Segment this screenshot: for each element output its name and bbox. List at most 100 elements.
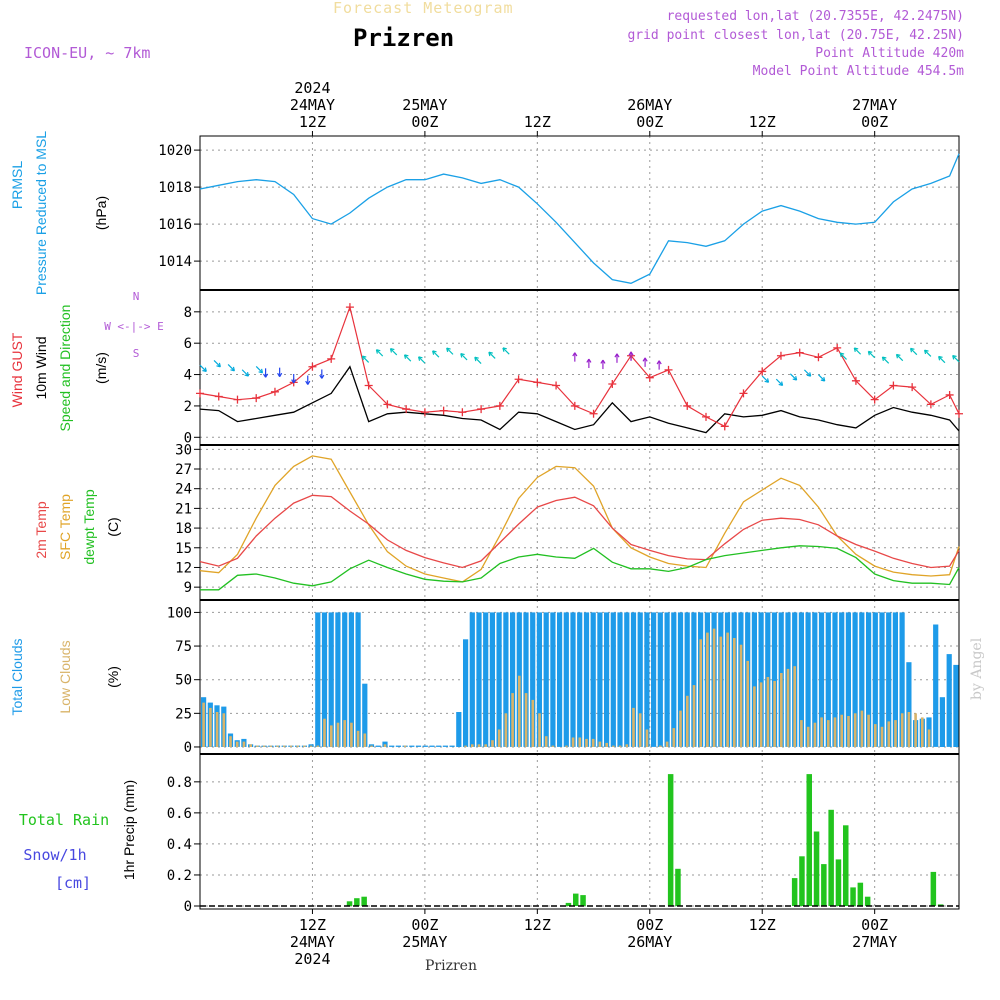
wind-arrowhead [263, 373, 269, 378]
total-cloud-bar [536, 612, 542, 747]
total-cloud-bar [389, 745, 395, 747]
low-cloud-bar [820, 717, 823, 747]
wind-arrowhead [614, 353, 620, 358]
total-cloud-bar [939, 697, 945, 747]
low-cloud-bar [330, 725, 333, 747]
rain-bar [580, 895, 586, 906]
dewpt-label: dewpt Temp [81, 489, 97, 564]
time-label-top: 00Z [636, 113, 663, 131]
wind-arrowhead [277, 372, 283, 377]
low-cloud-bar [249, 744, 252, 747]
low-cloud-bar [403, 745, 407, 747]
time-label-bottom: 12Z [524, 916, 551, 934]
rain-bar [675, 868, 681, 907]
low-cloud-bar [800, 720, 803, 747]
compass-we: W <-|-> E [104, 320, 164, 333]
low-cloud-bar [471, 744, 474, 747]
low-cloud-bar [806, 726, 810, 747]
wind-arrow [241, 369, 249, 377]
low-cloud-bar [504, 713, 508, 747]
total-cloud-bar [557, 612, 563, 747]
wind-arrow [803, 369, 812, 377]
total-cloud-bar [832, 612, 838, 747]
gust-marker [608, 379, 617, 388]
wind-arrowhead [389, 348, 395, 353]
gust-marker [233, 395, 242, 404]
wind-arrow [881, 356, 890, 364]
low-cloud-bar [840, 714, 843, 747]
time-label-top: 27MAY [852, 96, 897, 114]
rain-bar [864, 896, 871, 906]
gust-marker [926, 400, 935, 409]
gust-marker [814, 353, 823, 362]
total-cloud-bar [335, 612, 341, 747]
gust-marker [364, 381, 373, 390]
panel-frame [199, 135, 960, 291]
total-cloud-bar [879, 612, 885, 747]
total-cloud-bar [872, 612, 878, 747]
location-title: Prizren [353, 24, 455, 52]
low-cloud-bar [733, 638, 736, 747]
wind-arrowhead [867, 350, 873, 356]
low-cloud-bar [753, 686, 756, 747]
wind-arrow [227, 364, 235, 372]
total-cloud-bar [617, 612, 623, 747]
wind-arrow [938, 356, 946, 364]
wind-arrowhead [319, 374, 325, 379]
wind-arrowhead [258, 368, 264, 374]
total-cloud-bar [664, 612, 670, 747]
low-cloud-bar [746, 660, 749, 747]
total-cloud-bar [644, 612, 650, 747]
low-cloud-bar [551, 745, 555, 747]
gridpoint-coords: grid point closest lon,lat (20.75E, 42.2… [627, 28, 964, 43]
low-cloud-bar [632, 707, 635, 747]
time-label-top: 2024 [294, 79, 330, 97]
wind-dir-label: Speed and Direction [57, 305, 73, 432]
total-cloud-bar [758, 612, 764, 747]
total-cloud-bar [906, 662, 912, 747]
low-cloud-bar [276, 745, 279, 747]
total-cloud-bar [503, 612, 509, 747]
gust-marker [402, 405, 411, 414]
total-cloud-bar [845, 612, 851, 747]
y-tick-label: 75 [175, 639, 192, 655]
low-cloud-bar [242, 741, 246, 747]
wind-arrowhead [895, 353, 901, 359]
rain-bar [346, 901, 353, 906]
low-cloud-bar [706, 632, 709, 747]
total-cloud-bar [395, 745, 401, 747]
low-cloud-bar [524, 693, 528, 747]
total-cloud-bar [886, 612, 892, 747]
total-cloud-bar [415, 745, 422, 747]
temp-label: 2m Temp [33, 501, 49, 559]
low-cloud-bar [256, 745, 259, 747]
total-cloud-bar [892, 612, 898, 747]
total-cloud-bar [825, 612, 831, 747]
total-cloud-bar [449, 745, 455, 747]
total-cloud-bar [523, 612, 529, 747]
temp-line [199, 494, 960, 569]
total-cloud-bar [812, 612, 818, 747]
wind-arrowhead [375, 349, 381, 354]
rain-bar [850, 887, 856, 906]
total-cloud-bar [583, 612, 590, 747]
total-cloud-bar [859, 612, 865, 747]
total-cloud-bar [624, 612, 630, 747]
low-cloud-bar [383, 744, 387, 747]
time-label-top: 00Z [861, 113, 888, 131]
low-cloud-bar [874, 724, 877, 747]
low-cloud-bar [927, 729, 931, 747]
wind-arrow [460, 353, 468, 361]
gust-marker [533, 378, 542, 387]
total-cloud-bar [818, 612, 825, 747]
gust-marker [196, 389, 204, 398]
wind-arrowhead [628, 351, 634, 356]
total-cloud-bar [604, 612, 610, 747]
low-cloud-bar [518, 675, 521, 747]
total-cloud-bar [375, 745, 381, 747]
y-tick-label: 30 [175, 442, 192, 458]
total-cloud-bar [597, 612, 603, 747]
model-label: ICON-EU, ~ 7km [24, 44, 151, 62]
low-cloud-bar [827, 720, 830, 747]
